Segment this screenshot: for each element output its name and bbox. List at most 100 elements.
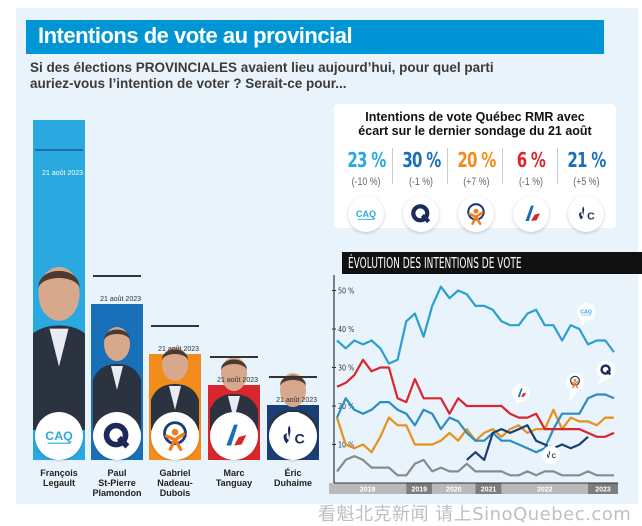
y-tick-label: 20 % [338, 401, 354, 411]
rmr-pct: 6 % [516, 148, 546, 172]
qs-logo-icon-pointer [569, 388, 580, 402]
chart-title: ÉVOLUTION DES INTENTIONS DE VOTE [342, 252, 642, 274]
rmr-separator [502, 148, 503, 184]
year-label: 2021 [481, 487, 497, 494]
survey-question: Si des élections PROVINCIALES avaient li… [30, 60, 494, 91]
year-band [475, 483, 502, 494]
pq-logo-icon [600, 364, 612, 376]
year-label: 2018 [360, 487, 376, 494]
series-line-pcq [466, 424, 589, 461]
pct-divider [269, 375, 317, 378]
rmr-diff: (-1 %) [519, 176, 543, 188]
rmr-item-pcq: 21 % (+5 %) C [558, 148, 614, 232]
chart-title-text: ÉVOLUTION DES INTENTIONS DE VOTE [348, 254, 522, 272]
leader-name-line: François [40, 468, 78, 478]
rmr-pct: 23 % [346, 148, 386, 172]
rmr-title: Intentions de vote Québec RMR avec écart… [334, 110, 616, 138]
leader-name-line: Paul [107, 468, 127, 478]
line-chart: 10 %20 %30 %40 %50 %2018 2019 2020 2021 2022… [329, 275, 618, 494]
year-label: 2020 [446, 487, 462, 494]
leader-name-line: Éric [284, 468, 302, 478]
rmr-separator [557, 148, 558, 184]
rmr-title-line2: écart sur le dernier sondage du 21 août [358, 124, 592, 138]
pct-divider [210, 355, 258, 358]
leader-name-line: Gabriel [159, 468, 191, 478]
qs-logo-icon [570, 375, 581, 389]
pct-divider [35, 149, 83, 151]
rmr-pct: 20 % [456, 148, 496, 172]
rmr-diff: (-10 %) [351, 176, 381, 188]
pcq-logo-icon: C [568, 196, 604, 232]
previous-date: 21 août 2023 [217, 376, 258, 384]
leader-name-line: Nadeau- [157, 478, 193, 488]
rmr-item-qs: 20 % (+7 %) [448, 148, 504, 232]
year-label: 2023 [595, 487, 611, 494]
pcq-logo-icon-badge [542, 446, 560, 464]
rmr-title-line1: Intentions de vote Québec RMR avec [365, 110, 585, 124]
rmr-diff: (+7 %) [462, 176, 490, 188]
qs-logo-icon-badge [566, 373, 584, 391]
pq-logo-icon [403, 196, 439, 232]
y-tick-label: 40 % [338, 324, 354, 334]
year-band [432, 483, 476, 494]
pcq-logo-icon: C [269, 412, 317, 460]
svg-text:CAQ: CAQ [580, 310, 592, 316]
qs-logo-icon [458, 196, 494, 232]
watermark: 看魁北克新闻 请上SinoQuebec.com [318, 504, 632, 525]
leader-name-line: Plamondon [92, 488, 142, 498]
leader-name-line: Legault [42, 478, 75, 488]
series-line-pq [335, 393, 615, 454]
pcq-logo-icon: C [547, 450, 557, 460]
leader-name: François Legault [29, 468, 89, 488]
leader-name: Éric Duhaime [263, 468, 323, 488]
leader-name: Gabriel Nadeau- Dubois [145, 468, 205, 498]
y-tick-label: 50 % [338, 286, 354, 296]
pct-divider [151, 325, 199, 328]
pq-logo-icon-badge [597, 361, 615, 379]
qs-logo-icon [151, 412, 199, 460]
year-band [501, 483, 589, 494]
rmr-pct: 21 % [566, 148, 606, 172]
year-band [329, 483, 407, 494]
caq-logo-icon: CAQ [35, 412, 83, 460]
leader-name: Marc Tanguay [204, 468, 264, 488]
leader-name-line: Tanguay [215, 478, 253, 488]
svg-text:C: C [295, 432, 305, 448]
previous-date: 21 août 2023 [42, 170, 83, 177]
leader-name-line: Dubois [159, 488, 191, 498]
previous-date: 21 août 2023 [100, 295, 141, 303]
pct-divider [93, 274, 141, 277]
caq-logo-icon: CAQ [580, 310, 592, 316]
series-line-caq [336, 285, 615, 365]
year-label: 2022 [537, 487, 553, 494]
svg-text:CAQ: CAQ [356, 209, 376, 219]
series-line-plq [336, 358, 615, 438]
year-band [588, 483, 618, 494]
rmr-item-caq: 23 % (-10 %) CAQ [338, 148, 394, 232]
plq-logo-icon [210, 412, 258, 460]
rmr-box: Intentions de vote Québec RMR avec écart… [334, 104, 616, 232]
rmr-pct: 30 % [401, 148, 441, 172]
rmr-separator [447, 148, 448, 184]
previous-date: 21 août 2023 [158, 346, 199, 354]
leader-photo [91, 310, 143, 430]
previous-date: 21 août 2023 [276, 396, 317, 404]
plq-logo-icon [517, 388, 527, 397]
svg-text:C: C [552, 454, 557, 460]
svg-text:CAQ: CAQ [45, 429, 73, 443]
rmr-separator [392, 148, 393, 184]
leader-name-line: Marc [223, 468, 245, 478]
caq-logo-icon-badge [577, 303, 595, 321]
rmr-diff: (+5 %) [572, 176, 600, 188]
leader-name-line: Duhaime [273, 478, 312, 488]
caq-logo-icon: CAQ [348, 196, 384, 232]
year-band [406, 483, 433, 494]
rmr-item-plq: 6 % (-1 %) [503, 148, 559, 232]
series-line-autres [336, 455, 614, 477]
leader-name: Paul St-Pierre Plamondon [87, 468, 147, 498]
rmr-diff: (-1 %) [409, 176, 433, 188]
rmr-item-pq: 30 % (-1 %) [393, 148, 449, 232]
year-label: 2019 [411, 487, 427, 494]
pq-logo-icon [93, 412, 141, 460]
svg-text:C: C [587, 211, 595, 223]
